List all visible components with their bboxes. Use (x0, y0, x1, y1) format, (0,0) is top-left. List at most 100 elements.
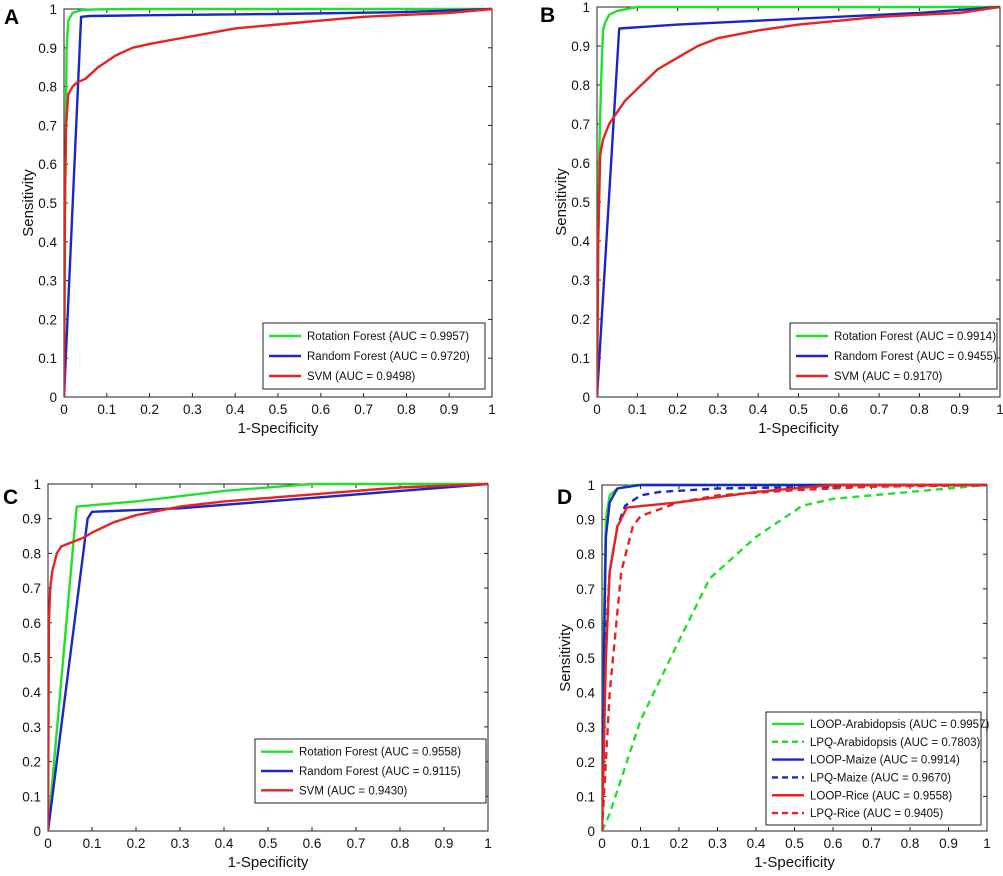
y-tick-label: 0.2 (571, 312, 590, 327)
x-tick-label: 0 (598, 836, 606, 851)
x-tick-label: 0.9 (939, 836, 958, 851)
x-tick-label: 0.9 (435, 836, 454, 851)
y-tick-label: 0 (582, 390, 590, 405)
roc-curve-5 (602, 483, 987, 831)
y-tick-label: 0.3 (571, 273, 590, 288)
x-tick-label: 0.6 (824, 836, 843, 851)
panel-label: C (3, 486, 18, 509)
legend: Rotation Forest (AUC = 0.9558) Random For… (254, 738, 487, 804)
y-tick-label: 0.2 (22, 755, 41, 770)
y-tick-label: 0.5 (22, 651, 41, 666)
y-tick-label: 0.1 (38, 351, 57, 366)
y-tick-label: 0.4 (22, 685, 41, 700)
x-tick-label: 0.3 (171, 836, 190, 851)
x-tick-label: 0.6 (829, 402, 848, 417)
legend-entry: Random Forest (AUC = 0.9720) (307, 351, 470, 363)
y-tick-label: 0 (49, 390, 57, 405)
legend-entry: LOOP-Maize (AUC = 0.9914) (810, 755, 960, 767)
x-tick-label: 1 (996, 402, 1003, 417)
y-tick-label: 0.6 (38, 157, 57, 172)
legend-entry: Rotation Forest (AUC = 0.9957) (307, 331, 469, 343)
y-tick-label: 0.6 (576, 616, 595, 631)
x-tick-label: 0.2 (127, 836, 146, 851)
y-tick-label: 1 (582, 0, 590, 15)
y-tick-label: 0.8 (571, 78, 590, 93)
legend-entry: SVM (AUC = 0.9498) (307, 371, 416, 383)
y-tick-label: 0.1 (576, 789, 595, 804)
y-tick-label: 0.8 (576, 547, 595, 562)
x-tick-label: 0.8 (397, 402, 416, 417)
y-tick-label: 1 (49, 2, 57, 17)
legend-entry: Random Forest (AUC = 0.9115) (299, 766, 461, 778)
x-tick-label: 0.2 (668, 402, 687, 417)
legend-box (254, 738, 487, 804)
y-axis-label: Sensitivity (557, 624, 574, 692)
y-tick-label: 0.5 (576, 651, 595, 666)
x-tick-label: 0.9 (950, 402, 969, 417)
y-tick-label: 0.5 (571, 195, 590, 210)
x-axis-label: 1-Specificity (754, 854, 835, 871)
y-tick-label: 0.9 (576, 513, 595, 528)
x-tick-label: 0.5 (789, 402, 808, 417)
y-tick-label: 0.2 (576, 755, 595, 770)
panel-a: 0 0.1 0.2 0.3 0.4 0.5 0.6 0.7 0.8 0.9 1 0 0.1 0.2 0.3 0… (4, 2, 496, 437)
y-tick-label: 0.4 (571, 234, 590, 249)
x-axis-label: 1-Specificity (228, 854, 309, 871)
x-axis-label: 1-Specificity (238, 420, 319, 437)
y-tick-label: 1 (587, 478, 595, 493)
x-tick-label: 0.1 (631, 836, 650, 851)
x-tick-label: 0.6 (303, 836, 322, 851)
legend-entry: Random Forest (AUC = 0.9455) (834, 351, 997, 363)
x-tick-label: 0.1 (97, 402, 116, 417)
x-tick-label: 0.5 (269, 402, 288, 417)
y-tick-label: 0.2 (38, 312, 57, 327)
y-axis-label: Sensitivity (553, 168, 570, 236)
x-tick-label: 0.4 (215, 836, 234, 851)
roc-curve-4 (602, 483, 988, 831)
y-tick-label: 0.3 (576, 720, 595, 735)
x-tick-label: 0 (593, 402, 601, 417)
x-tick-label: 0.6 (311, 402, 330, 417)
legend-entry: LPQ-Maize (AUC = 0.9670) (810, 772, 951, 784)
x-tick-label: 0.9 (440, 402, 459, 417)
y-tick-label: 0.7 (576, 582, 595, 597)
x-tick-label: 0.8 (901, 836, 920, 851)
x-tick-label: 0.1 (83, 836, 102, 851)
legend: Rotation Forest (AUC = 0.9914) Random For… (789, 322, 998, 390)
y-tick-label: 0.6 (22, 616, 41, 631)
legend-entry: LPQ-Arabidopsis (AUC = 0.7803) (810, 737, 981, 749)
roc-curve-2 (602, 483, 988, 831)
panel-label: D (557, 486, 572, 509)
y-tick-label: 0.6 (571, 156, 590, 171)
y-tick-label: 0.1 (571, 351, 590, 366)
panel-label: A (4, 6, 19, 29)
roc-curve-3 (602, 483, 987, 831)
legend-entry: SVM (AUC = 0.9170) (834, 371, 943, 383)
y-axis-label: Sensitivity (20, 169, 37, 237)
x-tick-label: 0.1 (628, 402, 647, 417)
roc-curve-1 (48, 482, 488, 831)
x-tick-label: 0.7 (862, 836, 881, 851)
legend: Rotation Forest (AUC = 0.9957) Random For… (262, 322, 486, 390)
roc-curve-3 (597, 5, 1001, 397)
roc-curve-3 (64, 7, 493, 397)
x-tick-label: 0 (60, 402, 68, 417)
y-tick-label: 0.5 (38, 196, 57, 211)
y-tick-label: 0.4 (576, 686, 595, 701)
x-tick-label: 1 (488, 402, 496, 417)
legend-entry: LOOP-Rice (AUC = 0.9558) (810, 790, 952, 802)
legend-entry: Rotation Forest (AUC = 0.9914) (834, 331, 996, 343)
roc-curve-2 (597, 5, 1001, 397)
x-tick-label: 0.3 (708, 836, 727, 851)
x-tick-label: 0.5 (785, 836, 804, 851)
y-tick-label: 0.8 (38, 80, 57, 95)
x-tick-label: 0.8 (910, 402, 929, 417)
x-tick-label: 1 (983, 836, 991, 851)
roc-curve-3 (48, 482, 489, 831)
roc-curve-1 (597, 5, 1000, 397)
x-tick-label: 0.7 (347, 836, 366, 851)
panel-b: 0 0.1 0.2 0.3 0.4 0.5 0.6 0.7 0.8 0.9 1 0 0.1 0.2 0.3 0… (540, 0, 1003, 437)
y-tick-label: 0.3 (22, 720, 41, 735)
roc-curve-6 (602, 483, 988, 831)
